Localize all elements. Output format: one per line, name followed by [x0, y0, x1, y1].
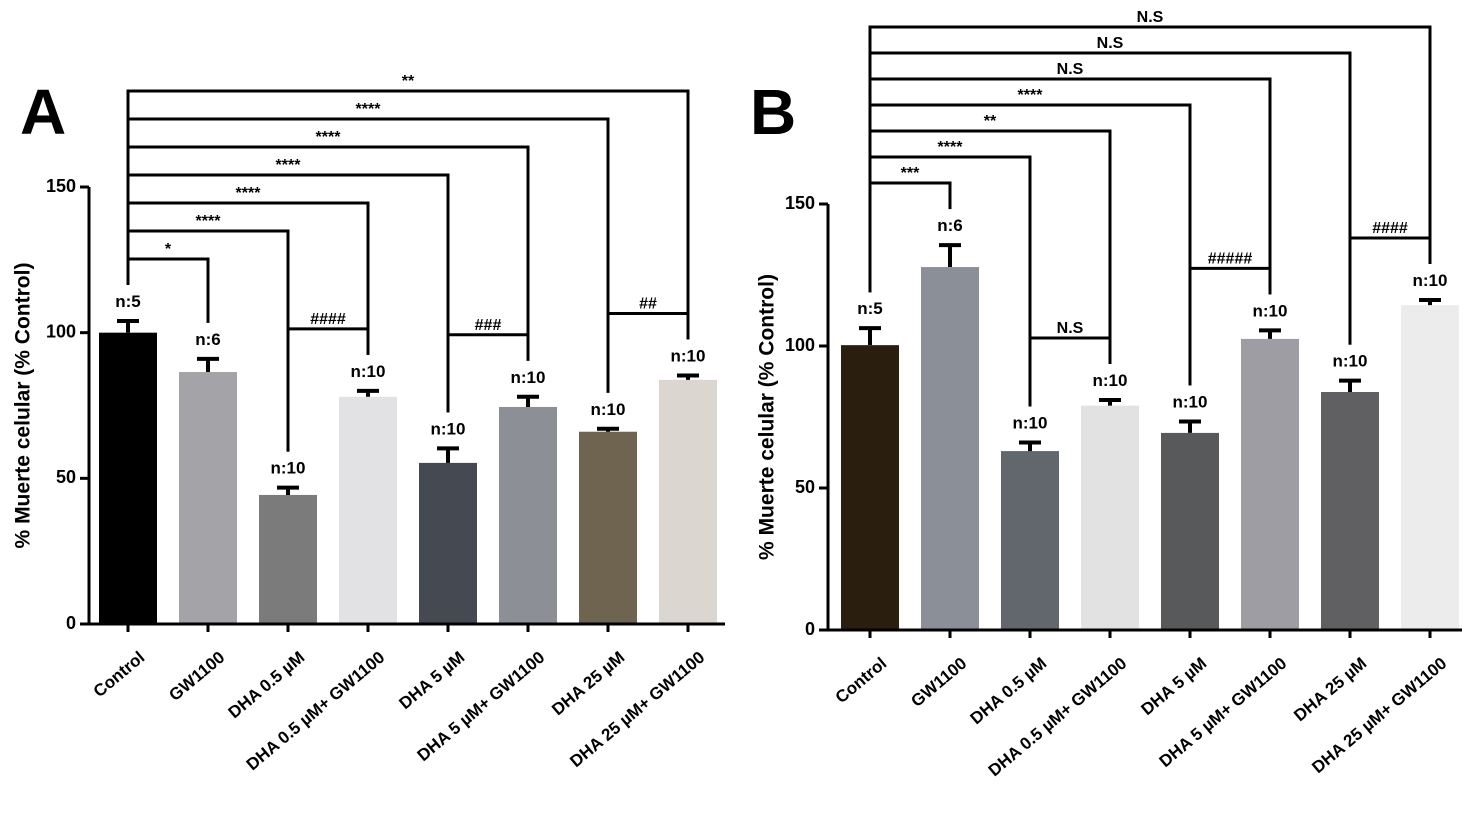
- significance-bracket: [128, 203, 368, 355]
- x-tick-label: Control: [90, 648, 149, 701]
- n-label: n:10: [1173, 393, 1208, 412]
- significance-bracket: [870, 27, 1430, 292]
- y-tick-label: 150: [46, 176, 76, 196]
- error-bar: [859, 328, 881, 345]
- bar: [1401, 305, 1459, 630]
- error-bar: [1419, 300, 1441, 305]
- n-label: n:6: [195, 330, 221, 349]
- x-tick-label: DHA 25 µM: [548, 648, 628, 719]
- n-label: n:6: [937, 216, 963, 235]
- significance-label: ****: [236, 185, 262, 202]
- n-label: n:10: [1413, 271, 1448, 290]
- n-label: n:10: [431, 419, 466, 438]
- significance-label: ####: [1372, 220, 1408, 237]
- bar: [659, 380, 717, 624]
- significance-label: N.S: [1057, 61, 1084, 78]
- bar: [419, 463, 477, 624]
- significance-label: ****: [1018, 87, 1044, 104]
- n-label: n:10: [1093, 371, 1128, 390]
- x-tick-label: DHA 25 µM+ GW1100: [566, 648, 708, 771]
- bar: [1081, 406, 1139, 630]
- significance-label: ##: [639, 295, 657, 312]
- significance-label: **: [984, 113, 997, 130]
- figure: A % Muerte celular (% Control) 0 50 100 150 n:…: [0, 0, 1470, 820]
- bar: [99, 333, 157, 624]
- x-tick-label: DHA 25 µM+ GW1100: [1308, 654, 1450, 777]
- y-axis-label: % Muerte celular (% Control): [756, 274, 779, 560]
- y-tick-label: 150: [785, 193, 815, 213]
- significance-label: *: [165, 241, 172, 258]
- error-bar: [1259, 330, 1281, 339]
- x-tick-label: DHA 0.5 µM+ GW1100: [985, 654, 1131, 780]
- bar: [259, 495, 317, 624]
- x-tick-label: DHA 25 µM: [1290, 654, 1370, 725]
- error-bar: [197, 359, 219, 372]
- x-tick-label: DHA 0.5 µM: [967, 654, 1051, 728]
- n-label: n:10: [1013, 414, 1048, 433]
- y-tick-label: 50: [795, 477, 815, 497]
- x-tick-label: Control: [832, 654, 891, 707]
- significance-label: ****: [938, 139, 964, 156]
- significance-label: N.S: [1137, 9, 1164, 26]
- n-label: n:10: [271, 459, 306, 478]
- x-tick-label: DHA 0.5 µM+ GW1100: [243, 648, 389, 774]
- x-tick-label: DHA 5 µM: [396, 648, 469, 713]
- bar: [841, 345, 899, 630]
- significance-label: ****: [316, 129, 342, 146]
- y-axis-label: % Muerte celular (% Control): [12, 263, 35, 549]
- significance-label: #####: [1208, 250, 1253, 267]
- bar: [499, 407, 557, 624]
- significance-label: **: [402, 73, 415, 90]
- significance-label: ****: [276, 157, 302, 174]
- y-tick-label: 0: [66, 613, 76, 633]
- error-bar: [117, 321, 139, 333]
- error-bar: [357, 391, 379, 397]
- n-label: n:5: [115, 292, 141, 311]
- significance-label: ####: [310, 311, 346, 328]
- error-bar: [517, 397, 539, 407]
- n-label: n:10: [671, 346, 706, 365]
- error-bar: [277, 488, 299, 495]
- y-tick-label: 50: [56, 467, 76, 487]
- error-bar: [677, 375, 699, 379]
- bar: [1161, 433, 1219, 630]
- bar: [339, 397, 397, 624]
- bar: [179, 372, 237, 624]
- error-bar: [1339, 381, 1361, 392]
- significance-label: ###: [475, 317, 502, 334]
- n-label: n:10: [1253, 301, 1288, 320]
- n-label: n:10: [351, 362, 386, 381]
- y-tick-label: 100: [785, 335, 815, 355]
- x-tick-label: GW1100: [165, 648, 228, 705]
- error-bar: [437, 448, 459, 463]
- error-bar: [1099, 400, 1121, 406]
- x-tick-label: GW1100: [907, 654, 970, 711]
- significance-bracket: [128, 259, 208, 323]
- error-bar: [597, 429, 619, 432]
- error-bar: [1019, 443, 1041, 452]
- y-tick-label: 0: [805, 619, 815, 639]
- panel-letter: B: [750, 76, 796, 148]
- x-tick-label: DHA 5 µM: [1138, 654, 1211, 719]
- error-bar: [939, 245, 961, 267]
- x-tick-label: DHA 0.5 µM: [225, 648, 309, 722]
- bar: [1241, 339, 1299, 630]
- n-label: n:10: [511, 368, 546, 387]
- bar: [1001, 451, 1059, 630]
- n-label: n:10: [591, 400, 626, 419]
- significance-label: ****: [356, 101, 382, 118]
- significance-label: ****: [196, 213, 222, 230]
- significance-label: ***: [901, 165, 920, 182]
- n-label: n:10: [1333, 352, 1368, 371]
- error-bar: [1179, 422, 1201, 433]
- n-label: n:5: [857, 299, 883, 318]
- significance-label: N.S: [1057, 320, 1084, 337]
- bar: [579, 432, 637, 624]
- panel-letter: A: [20, 76, 66, 148]
- y-tick-label: 100: [46, 321, 76, 341]
- significance-label: N.S: [1097, 35, 1124, 52]
- bar: [921, 267, 979, 630]
- bar: [1321, 392, 1379, 630]
